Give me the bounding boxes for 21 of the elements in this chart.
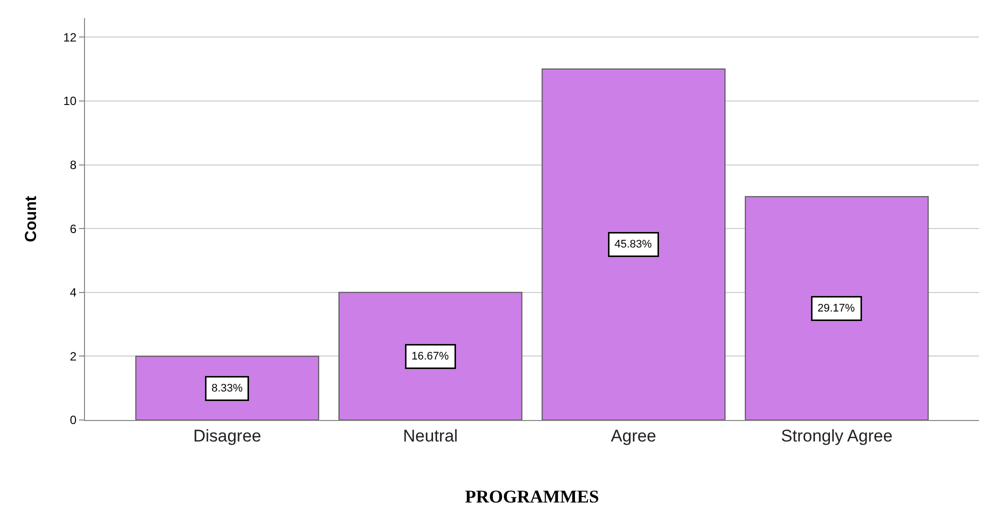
y-tick-label: 8 [70,158,77,172]
x-tick-label: Disagree [193,426,262,446]
y-tick-label: 10 [63,94,77,108]
y-tick-label: 4 [70,286,77,300]
bar [135,356,320,420]
bar [542,68,726,420]
annotation: 8.33% [212,382,243,394]
x-tick-label: Neutral [403,426,458,446]
annotation: 45.83% [614,238,652,250]
x-axis-title: PROGRAMMES [465,486,599,506]
x-tick-label: Agree [610,426,656,446]
y-tick-label: 12 [63,30,77,44]
bar [744,196,929,420]
x-tick-label: Strongly Agree [781,426,893,446]
bar [338,292,522,420]
y-tick-label: 2 [70,349,77,364]
y-tick-label: 0 [70,413,77,428]
annotation: 29.17% [818,302,856,314]
annotation: 16.67% [412,350,450,362]
y-axis-title: Count [23,195,40,242]
y-tick-label: 6 [70,222,77,236]
